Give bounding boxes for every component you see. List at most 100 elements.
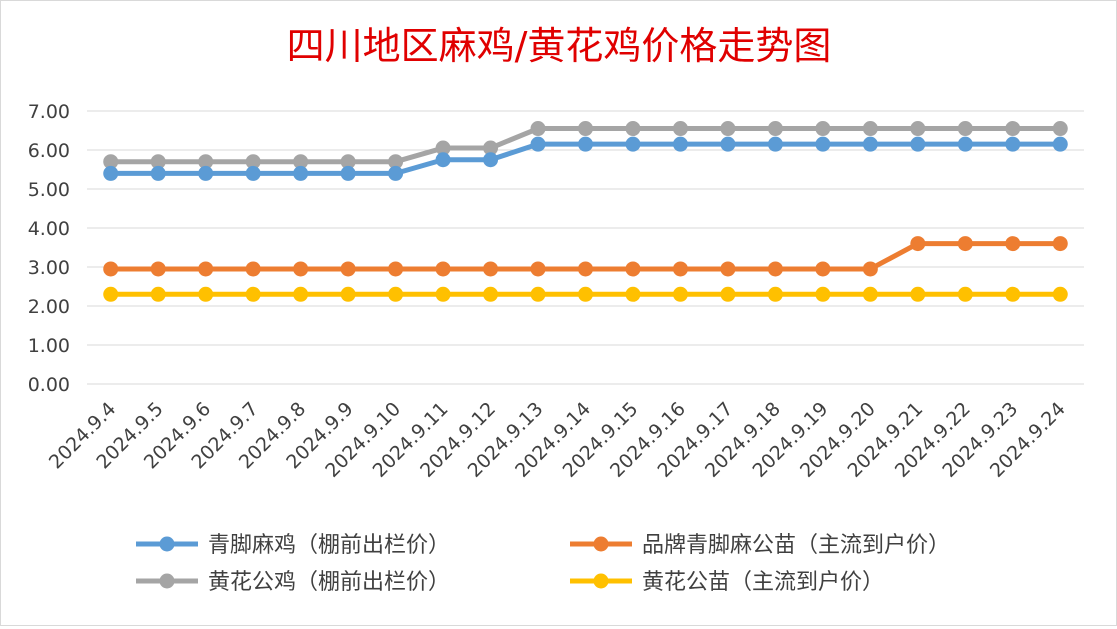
data-point [767,286,783,302]
data-point [957,136,973,152]
y-tick-label: 4.00 [28,218,70,240]
legend-marker [593,536,609,552]
legend-label: 黄花公苗（主流到户价） [642,570,884,595]
y-tick-label: 1.00 [28,335,70,357]
data-point [815,121,831,137]
data-point [245,154,261,170]
data-point [530,121,546,137]
data-point [150,165,166,181]
data-point [625,136,641,152]
data-point [103,286,119,302]
legend-label: 青脚麻鸡（棚前出栏价） [208,533,450,558]
legend-marker [593,573,609,589]
legend-marker [159,536,175,552]
data-point [862,136,878,152]
data-point [862,286,878,302]
data-point [862,121,878,137]
data-point [150,286,166,302]
data-point [1005,136,1021,152]
data-point [293,286,309,302]
data-point [293,154,309,170]
legend-item: 品牌青脚麻公苗（主流到户价） [570,533,950,558]
y-tick-label: 6.00 [28,140,70,162]
y-axis-ticks: 0.00 1.00 2.00 3.00 4.00 5.00 6.00 7.00 [28,101,70,396]
data-point [672,261,688,277]
data-point [340,165,356,181]
y-tick-label: 3.00 [28,257,70,279]
data-point [435,140,451,156]
data-point [388,261,404,277]
data-point [720,121,736,137]
data-point [245,286,261,302]
data-point [578,286,593,302]
data-point [388,165,404,181]
legend-item: 黄花公苗（主流到户价） [570,570,884,595]
data-point [910,236,926,252]
data-point [910,286,926,302]
legend-item: 青脚麻鸡（棚前出栏价） [136,533,450,558]
data-point [815,136,831,152]
legend-item: 黄花公鸡（棚前出栏价） [136,570,450,595]
legend-label: 黄花公鸡（棚前出栏价） [208,570,450,595]
y-tick-label: 5.00 [28,179,70,201]
data-point [245,165,261,181]
data-point [672,136,688,152]
data-point [815,261,831,277]
data-point [435,152,451,168]
data-point [578,121,593,137]
data-point [483,140,499,156]
data-point [340,261,356,277]
data-point [720,261,736,277]
data-point [103,165,119,181]
data-point [103,154,119,170]
data-point [103,261,119,277]
data-point [435,286,451,302]
data-point [340,286,356,302]
data-point [910,121,926,137]
series-lines [103,121,1068,302]
y-tick-label: 2.00 [28,296,70,318]
data-point [530,136,546,152]
grid-lines [87,110,1084,385]
data-point [483,152,499,168]
data-point [815,286,831,302]
data-point [388,154,404,170]
data-point [530,261,546,277]
data-point [293,165,309,181]
x-axis-ticks: 2024.9.42024.9.52024.9.62024.9.72024.9.8… [45,398,1070,482]
y-tick-label: 0.00 [28,374,70,396]
data-point [1052,121,1068,137]
data-point [150,154,166,170]
data-point [293,261,309,277]
data-point [198,154,214,170]
data-point [198,165,214,181]
legend-label: 品牌青脚麻公苗（主流到户价） [642,533,950,558]
data-point [483,261,499,277]
data-point [957,121,973,137]
data-point [340,154,356,170]
chart-title: 四川地区麻鸡/黄花鸡价格走势图 [287,24,832,68]
data-point [767,121,783,137]
data-point [767,136,783,152]
data-point [862,261,878,277]
data-point [767,261,783,277]
data-point [150,261,166,277]
data-point [198,286,214,302]
data-point [957,286,973,302]
series-3 [103,121,1068,170]
y-tick-label: 7.00 [28,101,70,123]
data-point [957,236,973,252]
series-4 [103,286,1068,302]
data-point [245,261,261,277]
series-2 [103,236,1068,277]
legend-marker [159,573,175,589]
data-point [672,121,688,137]
data-point [578,136,593,152]
data-point [720,136,736,152]
data-point [1005,236,1021,252]
data-point [1005,121,1021,137]
data-point [483,286,499,302]
data-point [388,286,404,302]
